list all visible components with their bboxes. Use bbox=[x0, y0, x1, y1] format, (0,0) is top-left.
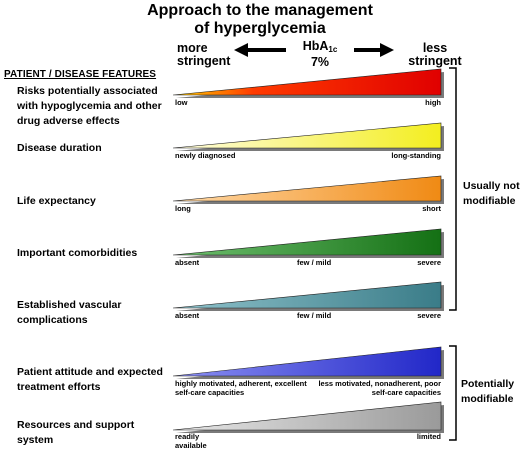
tick-right-duration: long-standing bbox=[391, 151, 441, 160]
tick-left-attitude: highly motivated, adherent, excellent se… bbox=[175, 379, 307, 397]
arrow-left-icon bbox=[234, 43, 286, 57]
wedge-resources bbox=[172, 401, 442, 431]
tick-right-life-expectancy: short bbox=[422, 204, 441, 213]
wedge-comorbidities bbox=[172, 228, 442, 256]
hba1c-value: 7% bbox=[310, 55, 330, 69]
tick-right-resources: limited bbox=[416, 432, 441, 441]
feature-label-disease-duration: Disease duration bbox=[17, 142, 102, 154]
title-line-2: of hyperglycemia bbox=[194, 20, 326, 37]
feature-label-life-expectancy: Life expectancy bbox=[17, 195, 96, 207]
feature-label-comorbidities: Important comorbidities bbox=[17, 247, 138, 259]
title-line-1: Approach to the management bbox=[147, 2, 373, 19]
tick-mid-comorbidities: few / mild bbox=[297, 258, 332, 267]
tick-left-life-expectancy: long bbox=[175, 204, 191, 213]
bracket-not-modifiable bbox=[449, 67, 457, 311]
feature-label-resources: Resources and support system bbox=[17, 419, 135, 446]
feature-label-patient-attitude: Patient attitude and expected treatment … bbox=[17, 366, 163, 393]
tick-right-comorbidities: severe bbox=[417, 258, 441, 267]
feature-label-hypoglycemia-risk: Risks potentially associated with hypogl… bbox=[17, 85, 162, 127]
tick-right-attitude: less motivated, nonadherent, poor self-c… bbox=[318, 379, 441, 397]
feature-label-vascular-complications: Established vascular complications bbox=[17, 299, 122, 326]
tick-left-comorbidities: absent bbox=[175, 258, 200, 267]
group-label-not-modifiable: Usually not modifiable bbox=[463, 180, 520, 207]
wedge-disease-duration bbox=[172, 122, 442, 149]
tick-right-hypoglycemia: high bbox=[425, 98, 441, 107]
features-header: PATIENT / DISEASE FEATURES bbox=[4, 69, 157, 80]
hba1c-target: HbA1c 7% bbox=[288, 39, 352, 69]
wedge-patient-attitude bbox=[172, 346, 442, 377]
wedge-hypoglycemia-risk bbox=[172, 68, 442, 96]
tick-mid-vascular: few / mild bbox=[297, 311, 332, 320]
tick-left-hypoglycemia: low bbox=[175, 98, 188, 107]
hba1c-subscript: 1c bbox=[328, 45, 338, 54]
diagram-title: Approach to the management of hyperglyce… bbox=[0, 2, 520, 38]
wedge-life-expectancy bbox=[172, 175, 442, 202]
less-stringent-label: less stringent bbox=[408, 41, 462, 68]
tick-left-resources: readily available bbox=[175, 432, 207, 450]
wedge-vascular-complications bbox=[172, 281, 442, 309]
tick-left-duration: newly diagnosed bbox=[175, 151, 236, 160]
tick-left-vascular: absent bbox=[175, 311, 200, 320]
bracket-modifiable bbox=[449, 345, 457, 441]
more-stringent-label: more stringent bbox=[177, 41, 231, 68]
arrow-right-icon bbox=[354, 43, 394, 57]
group-label-modifiable: Potentially modifiable bbox=[461, 378, 515, 405]
hba1c-label: HbA bbox=[302, 39, 329, 53]
tick-right-vascular: severe bbox=[417, 311, 441, 320]
